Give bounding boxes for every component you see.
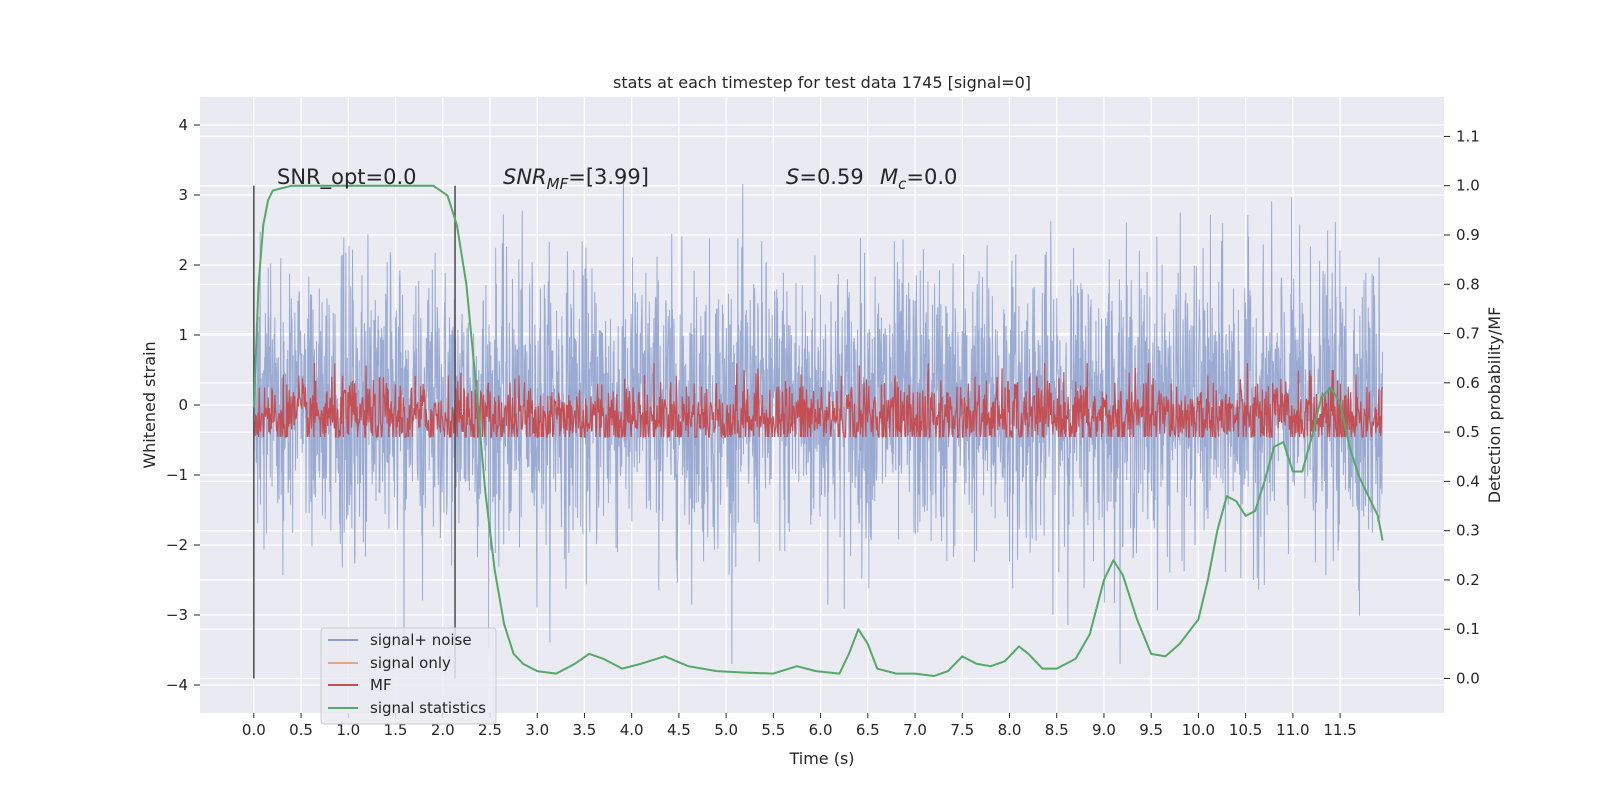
vertical-markers xyxy=(253,185,456,679)
signal-noise-line xyxy=(253,175,1384,665)
x-tick-label-9: 4.5 xyxy=(667,721,691,739)
y-axis-label: Whitened strain xyxy=(140,341,159,468)
y-tick-label-3: 1 xyxy=(178,326,188,344)
legend-label-signal-noise: signal+ noise xyxy=(370,631,472,649)
y2-tick-label-5: 0.6 xyxy=(1456,374,1480,392)
x-tick-label-19: 9.5 xyxy=(1139,721,1163,739)
x-tick-labels: 0.0 0.5 1.0 1.5 2.0 2.5 3.0 3.5 4.0 4.5 5.0 5.5 6.0 6… xyxy=(242,713,1357,739)
x-tick-label-0: 0.0 xyxy=(242,721,266,739)
y-tick-labels: 4 3 2 1 0 −1 −2 −3 −4 xyxy=(166,116,200,694)
annotation-snr-mf-var: SNR xyxy=(503,165,547,189)
x-tick-label-5: 2.5 xyxy=(478,721,502,739)
y-tick-label-0: 4 xyxy=(178,116,188,134)
legend-label-signal-statistics: signal statistics xyxy=(370,699,486,717)
annotation-snr-opt: SNR_opt=0.0 xyxy=(277,165,417,190)
y2-tick-label-6: 0.5 xyxy=(1456,423,1480,441)
annotation-snr-mf: SNRMF=[3.99] xyxy=(503,165,649,193)
y2-tick-labels: 1.1 1.0 0.9 0.8 0.7 0.6 0.5 0.4 0.3 0.2 0.1 0.0 xyxy=(1444,127,1480,688)
mf-line xyxy=(253,363,1383,440)
annotation-mc-val: =0.0 xyxy=(906,165,957,189)
x-tick-label-11: 5.5 xyxy=(761,721,785,739)
x-tick-label-23: 11.5 xyxy=(1323,721,1356,739)
x-tick-label-10: 5.0 xyxy=(714,721,738,739)
chart-title: stats at each timestep for test data 174… xyxy=(613,73,1031,92)
x-tick-label-8: 4.0 xyxy=(620,721,644,739)
annotation-s-val: =0.59 xyxy=(799,165,863,189)
y-tick-label-1: 3 xyxy=(178,186,188,204)
x-tick-label-18: 9.0 xyxy=(1092,721,1116,739)
x-tick-label-22: 11.0 xyxy=(1276,721,1309,739)
annotation-mc-var: M xyxy=(880,165,898,189)
annotation-s: S=0.59 xyxy=(786,165,864,189)
signal-statistics-line xyxy=(252,184,1384,678)
y-tick-label-5: −1 xyxy=(166,466,188,484)
annotation-snr-mf-val: =[3.99] xyxy=(568,165,649,189)
y2-tick-label-11: 0.0 xyxy=(1456,670,1480,688)
y2-tick-label-1: 1.0 xyxy=(1456,177,1480,195)
y2-tick-label-2: 0.9 xyxy=(1456,226,1480,244)
x-tick-label-16: 8.0 xyxy=(998,721,1022,739)
y-tick-label-7: −3 xyxy=(166,606,188,624)
x-tick-label-20: 10.0 xyxy=(1182,721,1215,739)
x-tick-label-14: 7.0 xyxy=(903,721,927,739)
y-tick-label-2: 2 xyxy=(178,256,188,274)
y2-tick-label-4: 0.7 xyxy=(1456,325,1480,343)
legend-label-signal-only: signal only xyxy=(370,654,451,672)
annotation-mc-sub: c xyxy=(898,175,907,193)
x-tick-label-17: 8.5 xyxy=(1045,721,1069,739)
annotation-mc: Mc=0.0 xyxy=(880,165,957,193)
x-tick-label-1: 0.5 xyxy=(289,721,313,739)
x-tick-label-12: 6.0 xyxy=(809,721,833,739)
x-tick-label-7: 3.5 xyxy=(573,721,597,739)
series-signal-statistics xyxy=(252,184,1384,678)
x-tick-label-3: 1.5 xyxy=(384,721,408,739)
legend: signal+ noise signal only MF signal stat… xyxy=(320,627,497,725)
x-tick-label-21: 10.5 xyxy=(1229,721,1262,739)
x-tick-label-2: 1.0 xyxy=(336,721,360,739)
y2-tick-label-0: 1.1 xyxy=(1456,127,1480,145)
y2-tick-label-9: 0.2 xyxy=(1456,571,1480,589)
y2-tick-label-7: 0.4 xyxy=(1456,472,1480,490)
y2-tick-label-10: 0.1 xyxy=(1456,620,1480,638)
legend-box xyxy=(320,627,497,725)
y-tick-label-8: −4 xyxy=(166,676,188,694)
annotation-s-var: S xyxy=(786,165,799,189)
legend-label-mf: MF xyxy=(370,676,392,694)
x-tick-label-4: 2.0 xyxy=(431,721,455,739)
series-mf xyxy=(253,363,1383,440)
x-axis-label: Time (s) xyxy=(788,749,854,768)
x-tick-label-6: 3.0 xyxy=(525,721,549,739)
y2-axis-label: Detection probability/MF xyxy=(1485,307,1504,504)
annotation-snr-mf-sub: MF xyxy=(547,175,569,193)
x-tick-label-15: 7.5 xyxy=(950,721,974,739)
y-tick-label-6: −2 xyxy=(166,536,188,554)
y-tick-label-4: 0 xyxy=(178,396,188,414)
y2-tick-label-8: 0.3 xyxy=(1456,522,1480,540)
x-tick-label-13: 6.5 xyxy=(856,721,880,739)
y2-tick-label-3: 0.8 xyxy=(1456,275,1480,293)
